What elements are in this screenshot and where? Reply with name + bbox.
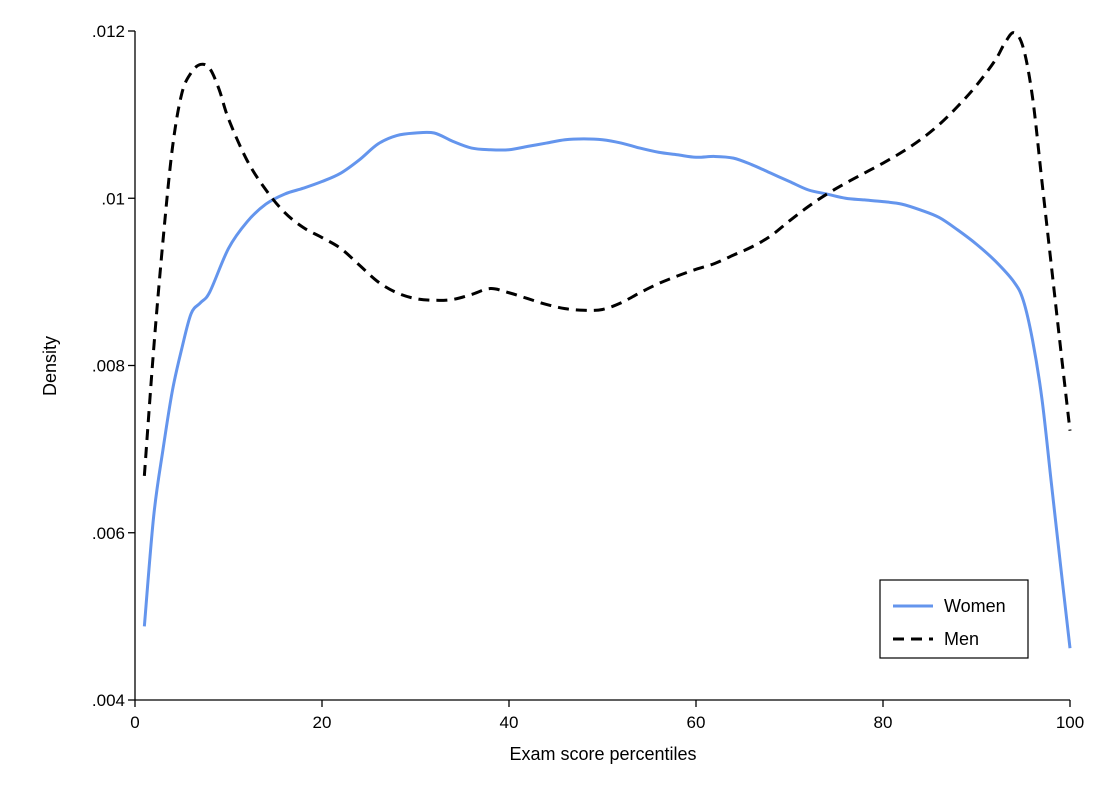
x-tick-label: 100 <box>1056 713 1084 732</box>
y-axis: .004 .006 .008 .01 .012 <box>92 22 136 710</box>
x-tick-label: 60 <box>687 713 706 732</box>
y-tick-label: .01 <box>101 189 125 208</box>
y-tick-label: .008 <box>92 357 125 376</box>
y-tick-label: .004 <box>92 691 125 710</box>
x-axis: 0 20 40 60 80 100 <box>130 699 1084 732</box>
y-tick-label: .006 <box>92 524 125 543</box>
y-axis-title: Density <box>40 336 60 396</box>
x-tick-label: 80 <box>874 713 893 732</box>
series-line-women <box>142 130 1072 649</box>
y-tick-label: .012 <box>92 22 125 41</box>
x-tick-label: 40 <box>500 713 519 732</box>
x-tick-label: 0 <box>130 713 139 732</box>
series-layer <box>142 31 1072 649</box>
legend-box <box>879 579 1029 659</box>
legend-label-women: Women <box>944 596 1006 616</box>
x-tick-label: 20 <box>313 713 332 732</box>
legend: Women Men <box>879 579 1029 659</box>
series-line-men <box>142 31 1072 476</box>
x-axis-title: Exam score percentiles <box>509 744 696 764</box>
legend-label-men: Men <box>944 629 979 649</box>
